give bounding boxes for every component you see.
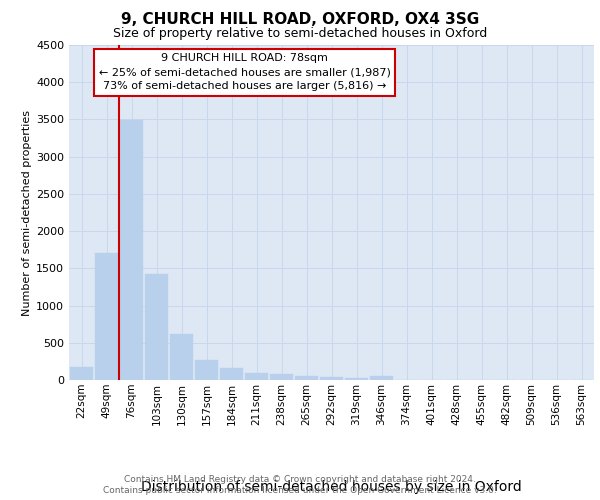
Text: 9 CHURCH HILL ROAD: 78sqm
← 25% of semi-detached houses are smaller (1,987)
73% : 9 CHURCH HILL ROAD: 78sqm ← 25% of semi-… bbox=[99, 54, 391, 92]
Text: Size of property relative to semi-detached houses in Oxford: Size of property relative to semi-detach… bbox=[113, 28, 487, 40]
X-axis label: Distribution of semi-detached houses by size in Oxford: Distribution of semi-detached houses by … bbox=[141, 480, 522, 494]
Y-axis label: Number of semi-detached properties: Number of semi-detached properties bbox=[22, 110, 32, 316]
Bar bbox=[245, 372, 268, 380]
Bar bbox=[295, 376, 319, 380]
Bar bbox=[145, 274, 169, 380]
Text: 9, CHURCH HILL ROAD, OXFORD, OX4 3SG: 9, CHURCH HILL ROAD, OXFORD, OX4 3SG bbox=[121, 12, 479, 28]
Bar bbox=[119, 120, 143, 380]
Bar bbox=[194, 360, 218, 380]
Bar bbox=[95, 254, 118, 380]
Bar bbox=[344, 378, 368, 380]
Text: Contains HM Land Registry data © Crown copyright and database right 2024.: Contains HM Land Registry data © Crown c… bbox=[124, 475, 476, 484]
Text: Contains public sector information licensed under the Open Government Licence v3: Contains public sector information licen… bbox=[103, 486, 497, 495]
Bar bbox=[320, 377, 343, 380]
Bar bbox=[170, 334, 193, 380]
Bar bbox=[70, 368, 94, 380]
Bar bbox=[220, 368, 244, 380]
Bar bbox=[370, 376, 394, 380]
Bar bbox=[269, 374, 293, 380]
